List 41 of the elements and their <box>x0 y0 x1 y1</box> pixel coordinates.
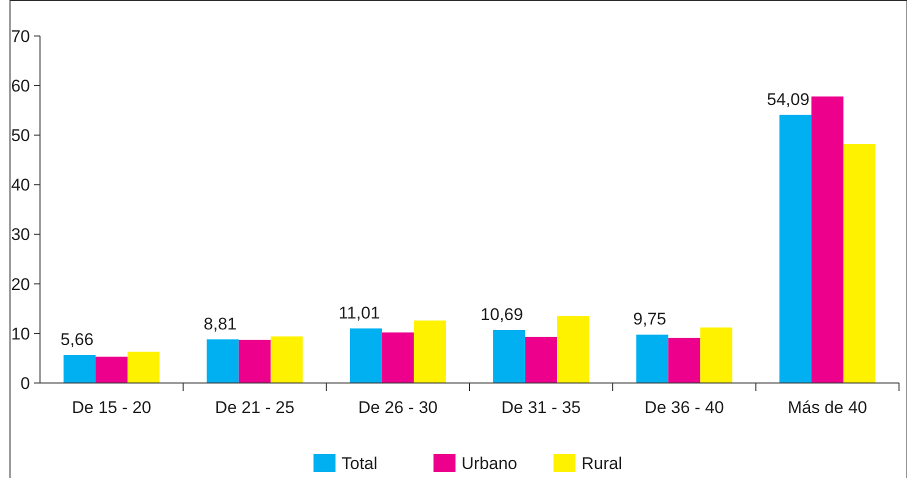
bar <box>382 332 414 383</box>
legend-label: Urbano <box>462 454 518 473</box>
y-tick-label: 0 <box>20 374 30 393</box>
y-tick-label: 40 <box>11 176 30 195</box>
bar <box>414 320 446 383</box>
bar <box>96 356 128 383</box>
bar <box>811 96 844 383</box>
legend-label: Total <box>342 454 378 473</box>
bar <box>843 144 876 383</box>
x-tick-label: De 36 - 40 <box>644 398 724 417</box>
bar <box>700 327 732 383</box>
data-label: 5,66 <box>60 330 94 349</box>
bar <box>238 340 271 383</box>
x-tick-label: De 31 - 35 <box>501 398 581 417</box>
x-tick-label: De 26 - 30 <box>358 398 438 417</box>
bar <box>206 339 239 383</box>
bar <box>270 336 303 383</box>
legend-label: Rural <box>582 454 622 473</box>
bar <box>636 334 668 383</box>
y-tick-label: 20 <box>11 274 30 294</box>
data-label: 8,81 <box>204 314 237 334</box>
x-tick-label: De 21 - 25 <box>215 398 294 417</box>
y-tick-label: 70 <box>11 26 30 46</box>
y-tick-label: 10 <box>11 324 30 344</box>
x-tick-label: Más de 40 <box>788 398 868 417</box>
data-label: 10,69 <box>480 305 524 324</box>
data-label: 54,09 <box>766 90 810 109</box>
bar <box>779 114 812 383</box>
y-tick-label: 30 <box>11 225 30 244</box>
bar <box>668 338 700 383</box>
bar <box>557 316 590 383</box>
y-tick-label: 50 <box>11 126 30 146</box>
data-label: 11,01 <box>338 303 380 322</box>
y-tick-label: 60 <box>11 76 30 96</box>
x-tick-label: De 15 - 20 <box>72 398 152 417</box>
bar <box>350 328 382 383</box>
data-label: 9,75 <box>633 310 666 329</box>
bar <box>525 336 558 383</box>
bar <box>493 330 526 383</box>
bar <box>128 352 160 383</box>
bar <box>64 354 96 383</box>
